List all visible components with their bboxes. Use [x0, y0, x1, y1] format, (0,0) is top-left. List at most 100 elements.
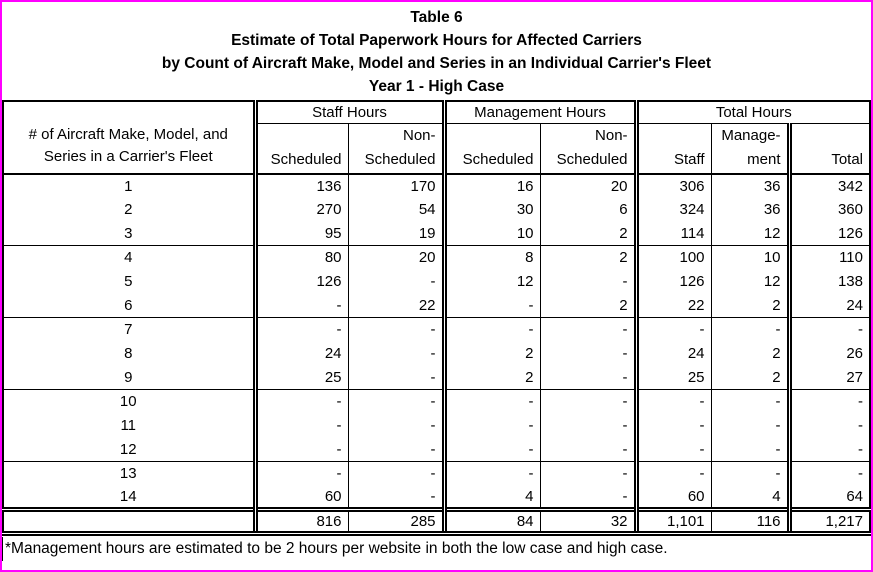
- value-cell: -: [441, 389, 541, 414]
- value-cell: -: [347, 365, 445, 390]
- value-cell: -: [633, 389, 712, 414]
- value-cell: 22: [347, 293, 445, 318]
- value-cell: -: [252, 389, 348, 414]
- value-cell: -: [633, 461, 712, 486]
- value-cell: 30: [441, 197, 541, 222]
- table-row: 4 80 20 8 2 100 10 110: [3, 245, 870, 270]
- subheader-staff-nonscheduled: Non- Scheduled: [347, 123, 445, 175]
- value-cell: -: [347, 317, 445, 342]
- fleet-count-cell: 9: [124, 368, 133, 386]
- value-cell: 110: [786, 245, 870, 270]
- totals-value-cell: 116: [710, 507, 790, 536]
- value-cell: -: [710, 461, 790, 486]
- value-cell: -: [539, 485, 637, 510]
- value-cell: 24: [252, 341, 348, 366]
- value-cell: -: [252, 317, 348, 342]
- value-cell: 2: [441, 365, 541, 390]
- value-cell: 16: [441, 173, 541, 198]
- fleet-count-cell: 14: [119, 487, 137, 505]
- value-cell: 324: [633, 197, 712, 222]
- value-cell: -: [786, 317, 870, 342]
- value-cell: 170: [347, 173, 445, 198]
- fleet-count-cell: 3: [124, 224, 133, 242]
- value-cell: -: [252, 461, 348, 486]
- value-cell: -: [786, 413, 870, 438]
- group-header-total-hours: Total Hours: [633, 101, 870, 124]
- value-cell: 95: [252, 221, 348, 246]
- value-cell: -: [252, 413, 348, 438]
- fleet-count-cell: 12: [119, 440, 137, 458]
- value-cell: 8: [441, 245, 541, 270]
- table-row: 10 - - - - - - -: [3, 389, 870, 414]
- value-cell: -: [441, 317, 541, 342]
- title-line: Year 1 - High Case: [368, 78, 505, 95]
- value-cell: 26: [786, 341, 870, 366]
- value-cell: -: [539, 365, 637, 390]
- subheader-total-total: Total: [786, 123, 870, 175]
- fleet-count-cell: 1: [124, 177, 133, 195]
- value-cell: 2: [539, 245, 637, 270]
- fleet-count-cell: 7: [124, 321, 133, 339]
- value-cell: 64: [786, 485, 870, 510]
- row-group-2: 4 80 20 8 2 100 10 110 5 126 - 12 - 126 …: [3, 245, 870, 318]
- value-cell: -: [786, 461, 870, 486]
- table-row: 2 270 54 30 6 324 36 360: [3, 197, 870, 222]
- value-cell: 360: [786, 197, 870, 222]
- value-cell: 342: [786, 173, 870, 198]
- paperwork-hours-table: # of Aircraft Make, Model, and Series in…: [2, 100, 871, 536]
- value-cell: -: [441, 413, 541, 438]
- value-cell: 4: [710, 485, 790, 510]
- subheader-total-staff: Staff: [633, 123, 712, 175]
- value-cell: 136: [252, 173, 348, 198]
- title-line: Estimate of Total Paperwork Hours for Af…: [231, 32, 642, 49]
- group-header-row: # of Aircraft Make, Model, and Series in…: [3, 101, 870, 175]
- value-cell: 2: [710, 341, 790, 366]
- totals-value-cell: 1,101: [633, 507, 712, 536]
- row-group-3: 7 - - - - - - - 8 24 - 2 - 24 2 26 9: [3, 317, 870, 390]
- value-cell: 4: [441, 485, 541, 510]
- totals-value-cell: 32: [539, 507, 637, 536]
- value-cell: 12: [710, 269, 790, 294]
- fleet-count-cell: 8: [124, 345, 133, 362]
- footnote: *Management hours are estimated to be 2 …: [2, 537, 871, 561]
- table-number: Table 6: [410, 9, 463, 26]
- value-cell: 306: [633, 173, 712, 198]
- totals-value-cell: 285: [347, 507, 445, 536]
- table-row: 7 - - - - - - -: [3, 317, 870, 342]
- value-cell: 24: [633, 341, 712, 366]
- value-cell: 126: [252, 269, 348, 294]
- value-cell: 10: [441, 221, 541, 246]
- subheader-staff-scheduled: Scheduled: [252, 123, 348, 175]
- fleet-count-cell: 6: [124, 296, 133, 314]
- value-cell: 36: [710, 173, 790, 198]
- value-cell: 20: [347, 245, 445, 270]
- title-block: Table 6 Estimate of Total Paperwork Hour…: [2, 2, 871, 98]
- totals-value-cell: 816: [252, 507, 348, 536]
- value-cell: 2: [710, 293, 790, 318]
- value-cell: 60: [633, 485, 712, 510]
- value-cell: 126: [633, 269, 712, 294]
- row-group-1: 1 136 170 16 20 306 36 342 2 270 54 30 6…: [3, 173, 870, 246]
- value-cell: -: [710, 317, 790, 342]
- value-cell: -: [347, 389, 445, 414]
- value-cell: -: [633, 413, 712, 438]
- value-cell: 138: [786, 269, 870, 294]
- table-row: 5 126 - 12 - 126 12 138: [3, 269, 870, 294]
- table-row: 3 95 19 10 2 114 12 126: [3, 221, 870, 246]
- value-cell: 20: [539, 173, 637, 198]
- value-cell: -: [539, 269, 637, 294]
- fleet-count-cell: 11: [120, 417, 137, 434]
- value-cell: 126: [786, 221, 870, 246]
- table-row: 8 24 - 2 - 24 2 26: [3, 341, 870, 366]
- totals-value-cell: 84: [441, 507, 541, 536]
- value-cell: 270: [252, 197, 348, 222]
- value-cell: -: [539, 461, 637, 486]
- table-row: 11 - - - - - - -: [3, 413, 870, 438]
- value-cell: 80: [252, 245, 348, 270]
- value-cell: 12: [441, 269, 541, 294]
- value-cell: -: [710, 413, 790, 438]
- value-cell: 100: [633, 245, 712, 270]
- value-cell: 12: [710, 221, 790, 246]
- fleet-count-cell: 2: [124, 201, 133, 218]
